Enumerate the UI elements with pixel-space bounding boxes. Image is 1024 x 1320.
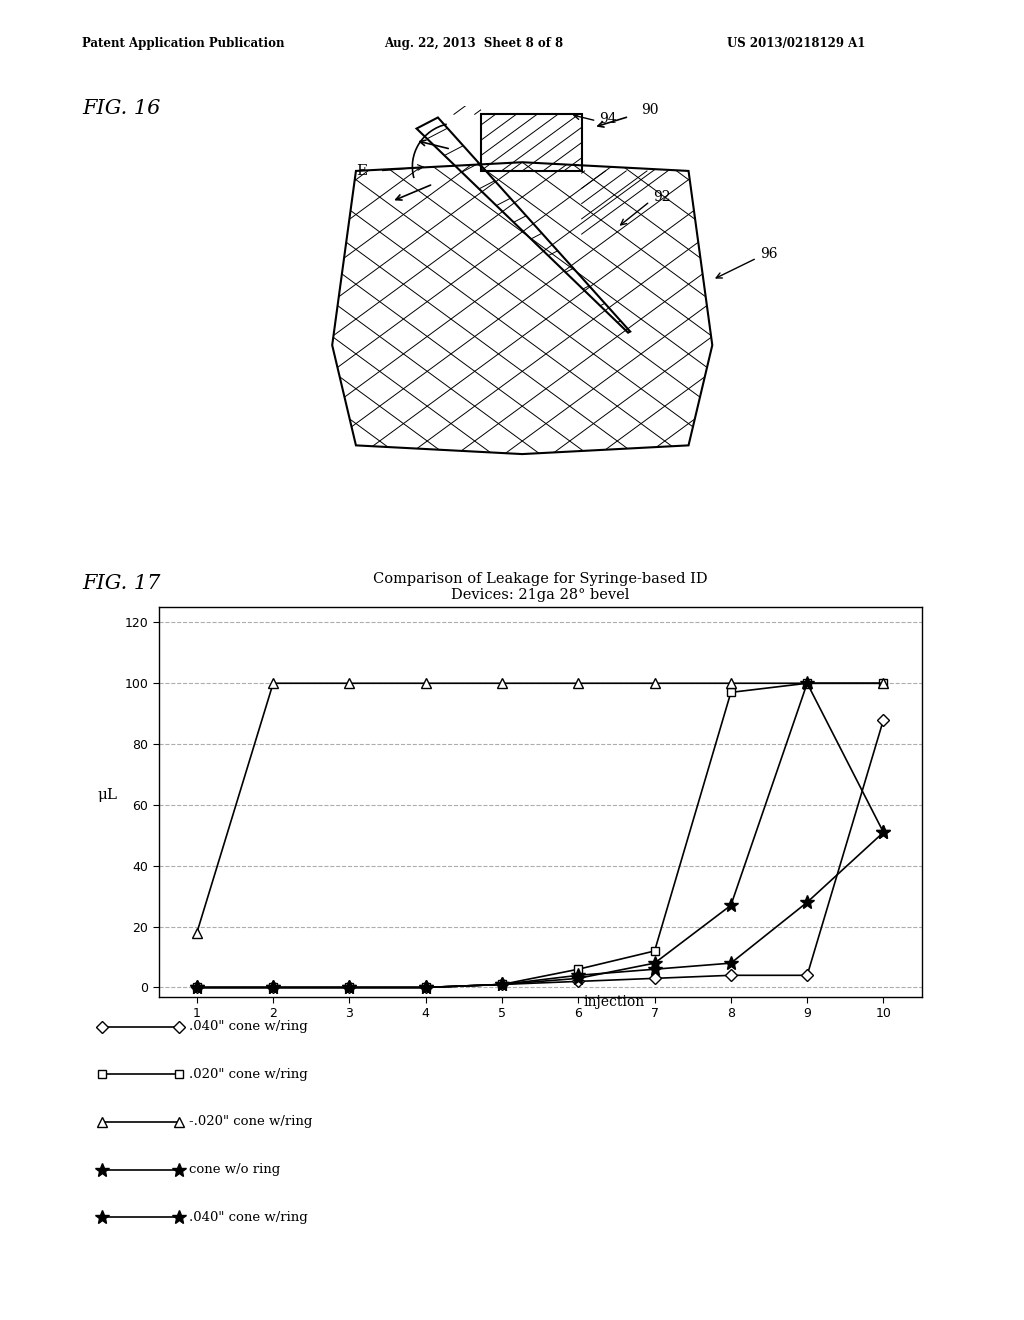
Text: Aug. 22, 2013  Sheet 8 of 8: Aug. 22, 2013 Sheet 8 of 8 xyxy=(384,37,563,50)
Text: 92: 92 xyxy=(653,190,671,205)
Text: 96: 96 xyxy=(760,247,777,261)
Text: FIG. 16: FIG. 16 xyxy=(82,99,161,117)
Text: cone w/o ring: cone w/o ring xyxy=(189,1163,281,1176)
Text: .020" cone w/ring: .020" cone w/ring xyxy=(189,1068,308,1081)
Bar xyxy=(480,115,582,172)
Text: 94: 94 xyxy=(599,112,617,125)
Text: injection: injection xyxy=(584,995,645,1008)
Y-axis label: μL: μL xyxy=(97,788,118,801)
Text: Patent Application Publication: Patent Application Publication xyxy=(82,37,285,50)
Text: 90: 90 xyxy=(641,103,658,117)
Text: US 2013/0218129 A1: US 2013/0218129 A1 xyxy=(727,37,865,50)
Text: -.020" cone w/ring: -.020" cone w/ring xyxy=(189,1115,312,1129)
Text: .040" cone w/ring: .040" cone w/ring xyxy=(189,1020,308,1034)
Text: FIG. 17: FIG. 17 xyxy=(82,574,161,593)
Text: .040" cone w/ring: .040" cone w/ring xyxy=(189,1210,308,1224)
Title: Comparison of Leakage for Syringe-based ID
Devices: 21ga 28° bevel: Comparison of Leakage for Syringe-based … xyxy=(373,572,708,602)
Text: E: E xyxy=(356,164,368,178)
